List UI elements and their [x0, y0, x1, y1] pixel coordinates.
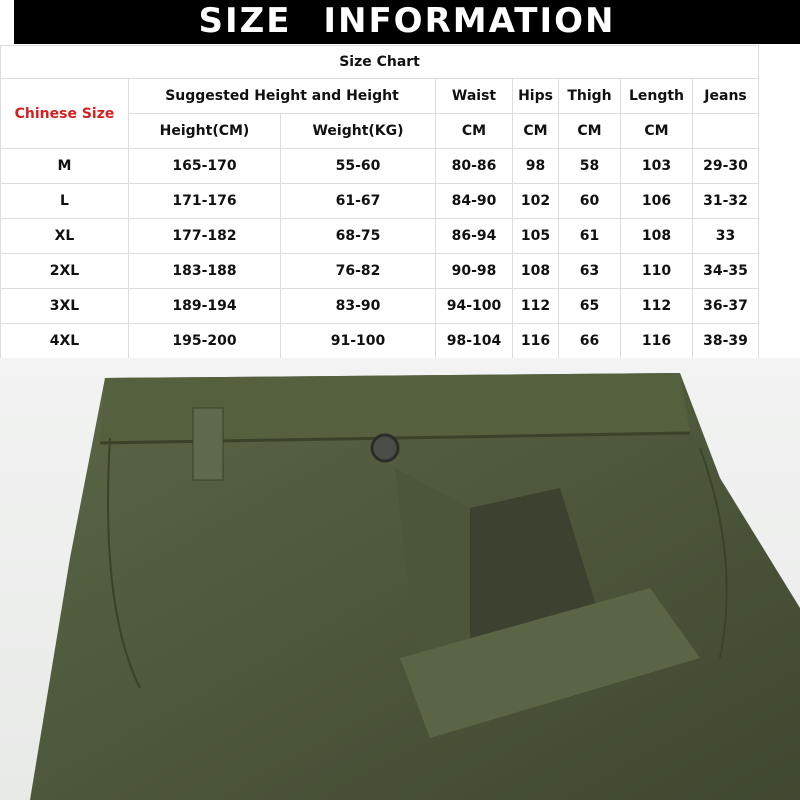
- column-header: Thigh: [558, 78, 621, 114]
- value-cell: 60: [558, 183, 621, 219]
- value-cell: 84-90: [435, 183, 513, 219]
- value-cell: 61: [558, 218, 621, 254]
- table-row: L 171-176 61-67 84-90 102 60 106 31-32: [0, 183, 760, 219]
- unit-header: Weight(KG): [280, 113, 436, 149]
- table-row: XL 177-182 68-75 86-94 105 61 108 33: [0, 218, 760, 254]
- product-photo-pants: [0, 358, 800, 800]
- column-header: Waist: [435, 78, 513, 114]
- unit-header: CM: [558, 113, 621, 149]
- value-cell: 177-182: [128, 218, 281, 254]
- value-cell: 195-200: [128, 323, 281, 359]
- value-cell: 68-75: [280, 218, 436, 254]
- column-header: Jeans: [691, 78, 760, 114]
- value-cell: 103: [620, 148, 693, 184]
- size-cell: 4XL: [0, 323, 129, 359]
- value-cell: 38-39: [691, 323, 760, 359]
- value-cell: 80-86: [435, 148, 513, 184]
- size-chart-table: Size Chart Chinese Size Suggested Height…: [0, 45, 760, 359]
- chinese-size-header: Chinese Size: [0, 78, 129, 149]
- value-cell: 63: [558, 253, 621, 289]
- value-cell: 98: [512, 148, 559, 184]
- unit-header: CM: [512, 113, 559, 149]
- value-cell: 108: [512, 253, 559, 289]
- size-cell: L: [0, 183, 129, 219]
- value-cell: 116: [620, 323, 693, 359]
- value-cell: 29-30: [691, 148, 760, 184]
- value-cell: 36-37: [691, 288, 760, 324]
- value-cell: 33: [691, 218, 760, 254]
- value-cell: 76-82: [280, 253, 436, 289]
- value-cell: 106: [620, 183, 693, 219]
- size-cell: XL: [0, 218, 129, 254]
- size-cell: M: [0, 148, 129, 184]
- value-cell: 98-104: [435, 323, 513, 359]
- table-caption: Size Chart: [0, 45, 760, 79]
- value-cell: 34-35: [691, 253, 760, 289]
- column-header: Hips: [512, 78, 559, 114]
- value-cell: 110: [620, 253, 693, 289]
- unit-header: CM: [620, 113, 693, 149]
- value-cell: 61-67: [280, 183, 436, 219]
- value-cell: 66: [558, 323, 621, 359]
- value-cell: 55-60: [280, 148, 436, 184]
- unit-header: [691, 113, 760, 149]
- value-cell: 31-32: [691, 183, 760, 219]
- unit-header: CM: [435, 113, 513, 149]
- table-row: 3XL 189-194 83-90 94-100 112 65 112 36-37: [0, 288, 760, 324]
- value-cell: 183-188: [128, 253, 281, 289]
- value-cell: 112: [620, 288, 693, 324]
- value-cell: 108: [620, 218, 693, 254]
- value-cell: 171-176: [128, 183, 281, 219]
- value-cell: 105: [512, 218, 559, 254]
- value-cell: 86-94: [435, 218, 513, 254]
- value-cell: 58: [558, 148, 621, 184]
- value-cell: 112: [512, 288, 559, 324]
- value-cell: 102: [512, 183, 559, 219]
- size-cell: 2XL: [0, 253, 129, 289]
- value-cell: 65: [558, 288, 621, 324]
- value-cell: 94-100: [435, 288, 513, 324]
- table-row: 2XL 183-188 76-82 90-98 108 63 110 34-35: [0, 253, 760, 289]
- value-cell: 189-194: [128, 288, 281, 324]
- suggested-header: Suggested Height and Height: [128, 78, 436, 114]
- value-cell: 90-98: [435, 253, 513, 289]
- table-row: 4XL 195-200 91-100 98-104 116 66 116 38-39: [0, 323, 760, 359]
- value-cell: 165-170: [128, 148, 281, 184]
- table-row: M 165-170 55-60 80-86 98 58 103 29-30: [0, 148, 760, 184]
- value-cell: 83-90: [280, 288, 436, 324]
- value-cell: 91-100: [280, 323, 436, 359]
- size-information-banner: SIZE INFORMATION: [14, 0, 800, 44]
- unit-header: Height(CM): [128, 113, 281, 149]
- value-cell: 116: [512, 323, 559, 359]
- column-header: Length: [620, 78, 693, 114]
- size-cell: 3XL: [0, 288, 129, 324]
